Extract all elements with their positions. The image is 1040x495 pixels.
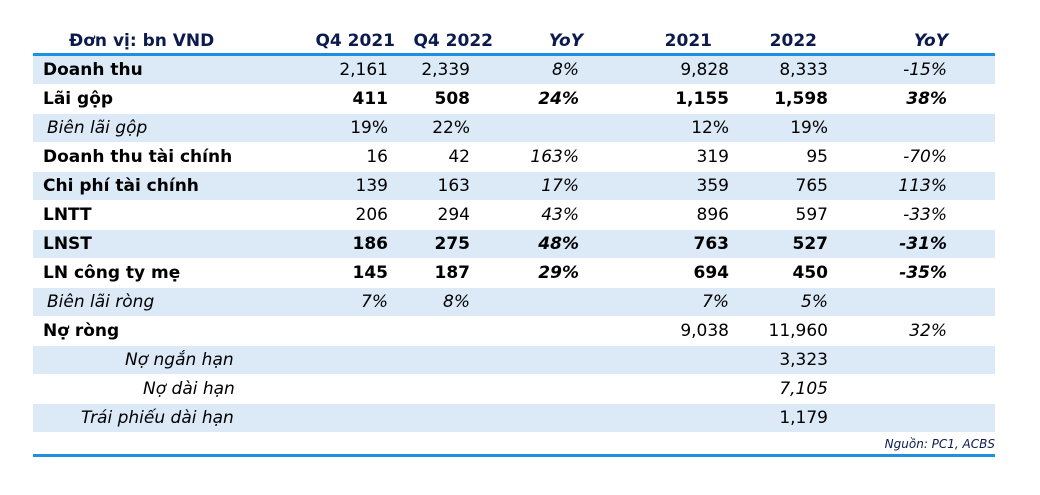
cell-2022: 1,179 [779,408,828,428]
header-2022: 2022 [769,31,817,51]
bottom-rule [33,454,995,457]
row-label: LN công ty mẹ [43,263,181,283]
cell-yoy-year: -70% [903,147,947,167]
cell-2021: 359 [696,176,729,196]
cell-q4-2022: 294 [437,205,470,225]
cell-2022: 527 [792,234,829,254]
table-row: LN công ty mẹ 145 187 29% 694 450 -35% [33,259,995,288]
cell-q4-2022: 163 [437,176,470,196]
cell-2021: 12% [691,118,729,138]
cell-2022: 450 [792,263,829,283]
header-q4-2022: Q4 2022 [413,31,493,51]
cell-2021: 9,828 [680,60,729,80]
row-label: Nợ ngắn hạn [125,350,234,370]
cell-2021: 896 [696,205,729,225]
cell-yoy-year: 38% [906,89,947,109]
cell-q4-2021: 2,161 [339,60,388,80]
header-yoy-year: YoY [913,31,948,51]
row-label: Trái phiếu dài hạn [81,408,234,428]
table-row: Trái phiếu dài hạn 1,179 [33,404,995,433]
table-row: Biên lãi gộp 19% 22% 12% 19% [33,114,995,143]
cell-2022: 765 [795,176,828,196]
table-row: Nợ ngắn hạn 3,323 [33,346,995,375]
table-row: Lãi gộp 411 508 24% 1,155 1,598 38% [33,85,995,114]
row-label: Nợ ròng [43,321,120,341]
cell-q4-2021: 206 [355,205,388,225]
cell-yoy-year: -35% [899,263,947,283]
cell-q4-2022: 187 [434,263,471,283]
cell-yoy-quarter: 8% [552,60,579,80]
cell-yoy-quarter: 17% [541,176,579,196]
cell-2022: 597 [795,205,828,225]
row-label: Chi phí tài chính [43,176,199,196]
cell-2022: 3,323 [779,350,828,370]
cell-yoy-year: -33% [903,205,947,225]
cell-q4-2021: 16 [366,147,388,167]
cell-yoy-quarter: 48% [538,234,579,254]
source-note: Nguồn: PC1, ACBS [884,437,995,451]
table-row: LNTT 206 294 43% 896 597 -33% [33,201,995,230]
table-row: Doanh thu 2,161 2,339 8% 9,828 8,333 -15… [33,56,995,85]
cell-yoy-quarter: 24% [538,89,579,109]
row-label: Doanh thu tài chính [43,147,233,167]
cell-2022: 1,598 [774,89,828,109]
cell-q4-2022: 22% [432,118,470,138]
cell-2021: 1,155 [675,89,729,109]
cell-2022: 5% [801,292,828,312]
cell-2022: 8,333 [779,60,828,80]
cell-q4-2022: 2,339 [421,60,470,80]
table-row: LNST 186 275 48% 763 527 -31% [33,230,995,259]
cell-yoy-year: -15% [903,60,947,80]
cell-yoy-year: 113% [898,176,947,196]
cell-2021: 319 [696,147,729,167]
cell-q4-2021: 411 [352,89,389,109]
header-yoy-quarter: YoY [548,31,583,51]
cell-q4-2021: 19% [350,118,388,138]
header-q4-2021: Q4 2021 [315,31,395,51]
row-label: LNST [43,234,92,254]
cell-2021: 9,038 [680,321,729,341]
cell-yoy-year: -31% [899,234,947,254]
row-label: Biên lãi ròng [47,292,155,312]
cell-q4-2022: 275 [434,234,471,254]
cell-q4-2021: 145 [352,263,389,283]
header-unit: Đơn vị: bn VND [69,31,215,51]
table-row: Doanh thu tài chính 16 42 163% 319 95 -7… [33,143,995,172]
row-label: LNTT [43,205,92,225]
row-label: Biên lãi gộp [47,118,148,138]
table-row: Nợ ròng 9,038 11,960 32% [33,317,995,346]
cell-q4-2022: 42 [448,147,470,167]
cell-q4-2022: 8% [443,292,470,312]
cell-2022: 11,960 [768,321,828,341]
cell-q4-2021: 186 [352,234,389,254]
cell-q4-2021: 7% [361,292,388,312]
table-header-row: Đơn vị: bn VND Q4 2021 Q4 2022 YoY 2021 … [33,29,995,56]
cell-2021: 763 [693,234,730,254]
cell-2022: 7,105 [779,379,828,399]
cell-2022: 95 [806,147,828,167]
table-row: Chi phí tài chính 139 163 17% 359 765 11… [33,172,995,201]
cell-2022: 19% [790,118,828,138]
cell-yoy-quarter: 29% [538,263,579,283]
cell-yoy-quarter: 163% [530,147,579,167]
header-2021: 2021 [664,31,712,51]
table-row: Biên lãi ròng 7% 8% 7% 5% [33,288,995,317]
cell-yoy-year: 32% [909,321,947,341]
cell-yoy-quarter: 43% [541,205,579,225]
row-label: Lãi gộp [43,89,114,109]
cell-2021: 7% [702,292,729,312]
cell-q4-2022: 508 [434,89,471,109]
cell-q4-2021: 139 [355,176,388,196]
cell-2021: 694 [693,263,730,283]
row-label: Doanh thu [43,60,143,80]
row-label: Nợ dài hạn [143,379,235,399]
table-row: Nợ dài hạn 7,105 [33,375,995,404]
financial-table: Đơn vị: bn VND Q4 2021 Q4 2022 YoY 2021 … [33,29,995,433]
